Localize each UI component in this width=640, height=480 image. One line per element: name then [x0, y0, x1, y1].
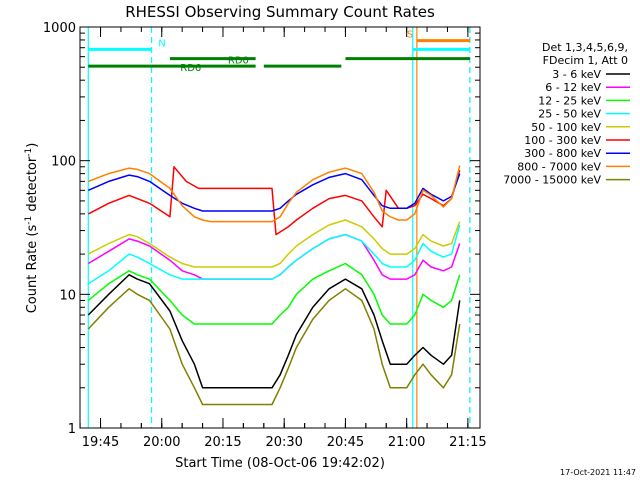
x-tick-label: 20:00	[143, 435, 180, 450]
y-tick-label: 1	[68, 422, 76, 437]
flag-label-rd6: RD6	[180, 63, 201, 74]
axes: 1 10 100 1000 19:45 20:00 20:15 20:30 20:45 21:00…	[43, 21, 487, 450]
plot-frame	[79, 26, 481, 429]
legend-entry-label: 300 - 800 keV	[524, 147, 601, 160]
y-tick-label: 100	[51, 155, 76, 170]
legend-entry-label: 50 - 100 keV	[531, 121, 601, 134]
legend-entry-label: 3 - 6 keV	[552, 68, 601, 81]
series-line-7	[88, 165, 461, 223]
legend-entry-label: 7000 - 15000 keV	[503, 174, 601, 187]
flag-label-rd0: RD0	[228, 56, 249, 67]
legend: Det 1,3,4,5,6,9,FDecim 1, Att 03 - 6 keV…	[503, 41, 630, 187]
series-line-0	[87, 274, 461, 389]
series-lines	[87, 165, 461, 406]
legend-entry-label: 25 - 50 keV	[538, 108, 601, 121]
flag-label-s: S	[407, 30, 413, 41]
x-tick-label: 19:45	[82, 435, 119, 450]
vertical-markers	[87, 27, 471, 428]
legend-header-line: Det 1,3,4,5,6,9,	[542, 41, 628, 54]
series-line-6	[88, 172, 461, 212]
x-tick-label: 21:15	[449, 435, 486, 450]
y-tick-label: 10	[59, 288, 76, 303]
footer-timestamp: 17-Oct-2021 11:47	[560, 468, 636, 477]
flag-label-n: N	[158, 38, 165, 49]
series-line-2	[87, 262, 461, 325]
x-tick-label: 20:15	[204, 435, 241, 450]
legend-header-line: FDecim 1, Att 0	[543, 54, 628, 67]
x-tick-label: 21:00	[388, 435, 425, 450]
legend-entry-label: 6 - 12 keV	[545, 81, 601, 94]
series-line-3	[87, 224, 461, 285]
chart-title: RHESSI Observing Summary Count Rates	[125, 3, 435, 21]
legend-entry-label: 100 - 300 keV	[524, 134, 601, 147]
series-line-4	[87, 219, 461, 268]
y-axis-label: Count Rate (s-1 detector-1)	[24, 143, 40, 314]
legend-entry-label: 12 - 25 keV	[538, 94, 601, 107]
flag-bars: N RD0 RD6 S	[88, 30, 470, 74]
y-tick-label: 1000	[43, 21, 76, 36]
series-line-8	[87, 288, 461, 406]
x-axis-label: Start Time (08-Oct-06 19:42:02)	[175, 456, 385, 471]
series-line-5	[87, 166, 461, 236]
legend-entry-label: 800 - 7000 keV	[517, 160, 601, 173]
x-tick-label: 20:45	[327, 435, 364, 450]
x-tick-label: 20:30	[265, 435, 302, 450]
